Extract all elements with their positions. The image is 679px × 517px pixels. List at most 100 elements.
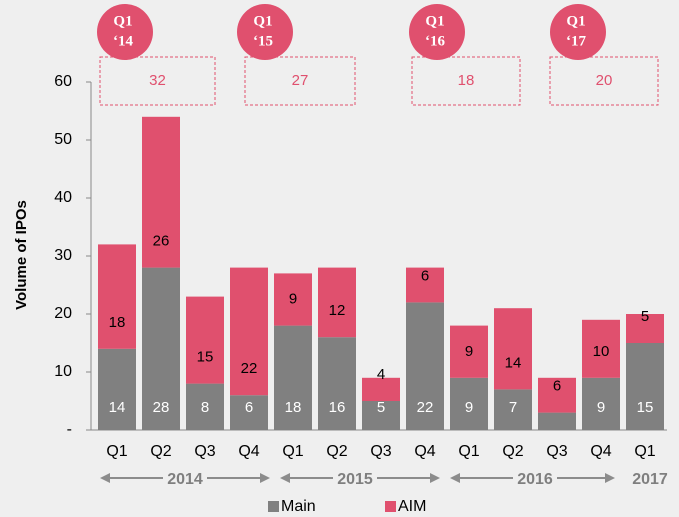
annotation-label: Q1	[425, 13, 444, 29]
x-tick-label: Q2	[326, 443, 347, 460]
annotation-label: ‘14	[113, 33, 133, 49]
bar-segment	[626, 343, 664, 430]
bar-segment	[274, 273, 312, 326]
bar-segment	[406, 302, 444, 430]
bar-segment	[582, 377, 620, 430]
y-axis-label: Volume of IPOs	[13, 200, 30, 310]
annotation-box	[411, 56, 521, 106]
data-label: 22	[241, 360, 258, 377]
year-label-bg	[513, 468, 557, 488]
data-label: 14	[505, 354, 522, 371]
year-label-bg	[333, 468, 377, 488]
bar-segment	[362, 401, 400, 430]
annotation-circle	[550, 4, 606, 60]
y-tick-label: 60	[54, 73, 72, 90]
data-label: 12	[329, 302, 346, 319]
bar-segment	[538, 377, 576, 413]
data-label: 15	[637, 399, 654, 416]
y-tick-label: 10	[54, 363, 72, 380]
data-label: 10	[593, 343, 610, 360]
x-tick-label: Q1	[282, 443, 303, 460]
annotation-label: ‘17	[566, 33, 586, 49]
legend-swatch	[385, 501, 396, 512]
data-label: 14	[109, 399, 126, 416]
bar-segment	[450, 325, 488, 378]
bar-segment	[98, 244, 136, 349]
data-label: 22	[417, 399, 434, 416]
x-tick-label: Q1	[634, 443, 655, 460]
data-label: 9	[289, 291, 297, 308]
annotation-label: ‘16	[425, 33, 445, 49]
bar-segment	[494, 389, 532, 430]
x-tick-label: Q4	[414, 443, 435, 460]
bar-segment	[230, 267, 268, 396]
year-label: 2016	[517, 471, 553, 488]
x-tick-label: Q1	[106, 443, 127, 460]
data-label: 8	[201, 399, 209, 416]
data-label: 28	[153, 399, 170, 416]
annotation-circle	[237, 4, 293, 60]
data-label: 18	[285, 399, 302, 416]
data-label: 6	[553, 378, 561, 395]
y-tick-label: 40	[54, 189, 72, 206]
bar-segment	[318, 267, 356, 338]
bar-segment	[450, 377, 488, 430]
legend-label: Main	[281, 498, 316, 515]
annotation-value: 32	[149, 72, 166, 89]
x-tick-label: Q2	[502, 443, 523, 460]
bar-segment	[142, 116, 180, 268]
data-label: 9	[465, 343, 473, 360]
annotation-box	[549, 56, 659, 106]
x-tick-label: Q4	[590, 443, 611, 460]
bar-segment	[230, 395, 268, 430]
data-label: 6	[421, 267, 429, 284]
annotation-value: 18	[458, 72, 475, 89]
data-label: 9	[465, 399, 473, 416]
x-tick-label: Q4	[238, 443, 259, 460]
data-label: 7	[509, 399, 517, 416]
legend-swatch	[268, 501, 279, 512]
annotation-box	[244, 56, 356, 106]
bar-segment	[582, 319, 620, 378]
data-label: 5	[377, 399, 385, 416]
annotation-value: 20	[596, 72, 613, 89]
annotation-label: Q1	[113, 13, 132, 29]
data-label: 15	[197, 349, 214, 366]
x-tick-label: Q1	[458, 443, 479, 460]
year-label: 2014	[167, 471, 203, 488]
bar-segment	[494, 308, 532, 390]
bar-segment	[186, 383, 224, 430]
year-label: 2017	[632, 471, 668, 488]
y-tick-label: 30	[54, 247, 72, 264]
bar-segment	[142, 267, 180, 430]
bar-segment	[538, 412, 576, 430]
bar-segment	[626, 314, 664, 343]
bar-segment	[406, 267, 444, 303]
data-label: 5	[641, 308, 649, 325]
annotation-value: 27	[292, 72, 309, 89]
year-label-bg	[163, 468, 207, 488]
annotation-label: ‘15	[253, 33, 273, 49]
y-tick-label: 20	[54, 305, 72, 322]
y-tick-label: -	[67, 421, 72, 438]
bar-segment	[362, 377, 400, 401]
x-tick-label: Q3	[546, 443, 567, 460]
data-label: 4	[377, 366, 385, 383]
data-label: 18	[109, 314, 126, 331]
legend-label: AIM	[398, 498, 426, 515]
annotation-box	[99, 56, 216, 106]
data-label: 9	[597, 399, 605, 416]
bar-segment	[318, 337, 356, 430]
data-label: 16	[329, 399, 346, 416]
data-label: 26	[153, 233, 170, 250]
bar-segment	[274, 325, 312, 430]
x-tick-label: Q3	[194, 443, 215, 460]
annotation-circle	[97, 4, 153, 60]
data-label: 6	[245, 399, 253, 416]
annotation-circle	[409, 4, 465, 60]
y-tick-label: 50	[54, 131, 72, 148]
x-tick-label: Q2	[150, 443, 171, 460]
annotation-label: Q1	[253, 13, 272, 29]
bar-segment	[186, 296, 224, 384]
